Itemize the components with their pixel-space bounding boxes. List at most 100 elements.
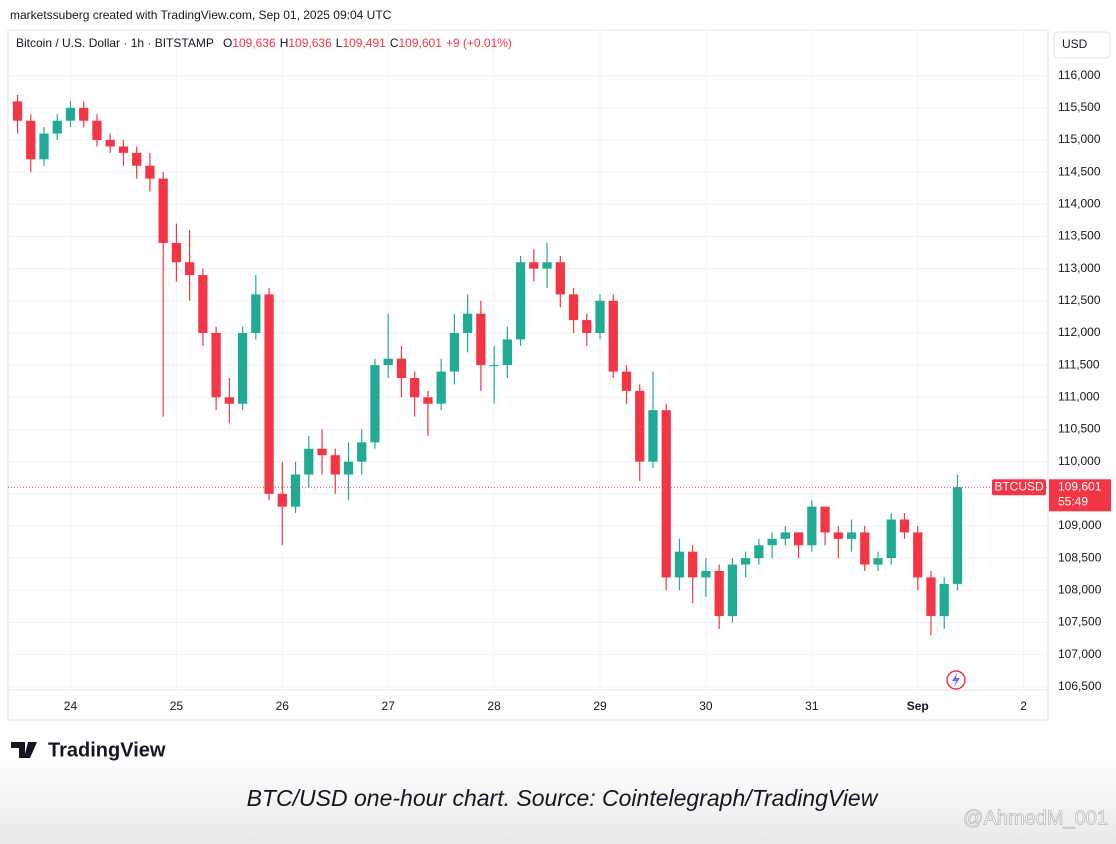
axis-labels: 106,500 107,000 107,500 108,000 108,500 109,0…	[64, 68, 1111, 713]
candle-body	[330, 455, 340, 475]
replay-icon[interactable]	[946, 670, 966, 690]
candle-body	[198, 275, 208, 333]
candle-body	[635, 390, 645, 462]
caption: BTC/USD one-hour chart. Source: Cointele…	[247, 785, 879, 811]
candle-body	[873, 558, 883, 565]
candle-body	[741, 558, 751, 565]
candle-body	[79, 107, 89, 121]
brand-name: TradingView	[48, 739, 166, 761]
candle-body	[343, 461, 354, 475]
symbol-tag	[992, 479, 1046, 496]
currency-button[interactable]	[1053, 31, 1111, 59]
y-tick-label: 110,500	[1058, 422, 1101, 436]
candle-body	[211, 332, 221, 398]
candle-body	[754, 545, 764, 559]
candle-body	[860, 532, 870, 565]
candle-body	[237, 332, 248, 404]
y-tick-label: 114,000	[1058, 196, 1101, 210]
candle-body	[370, 365, 380, 443]
currency-label[interactable]: USD	[1062, 37, 1088, 51]
candle-body	[92, 120, 102, 140]
candle-body	[317, 448, 327, 456]
attribution: marketssuberg created with TradingView.c…	[10, 8, 392, 22]
candle-body	[251, 294, 261, 333]
x-tick-label: 28	[487, 699, 501, 713]
candle-body	[846, 532, 857, 539]
x-tick-label: 25	[170, 699, 184, 713]
candle-body	[913, 532, 923, 578]
candle-body	[727, 564, 738, 617]
candle-body	[436, 371, 446, 404]
icon-ring[interactable]	[946, 670, 966, 690]
candle-body	[952, 487, 963, 584]
candle-body	[515, 262, 526, 340]
y-tick-label: 111,000	[1058, 389, 1100, 403]
candle-body	[264, 294, 274, 494]
candle-body	[502, 339, 512, 366]
y-tick-label: 113,500	[1058, 229, 1101, 243]
candle-body	[714, 570, 724, 617]
candle-body	[489, 365, 499, 367]
price-tag-value: 109,601	[1058, 479, 1102, 493]
ohlc-label: C	[390, 36, 399, 50]
y-tick-label: 111,500	[1058, 357, 1100, 371]
y-tick-label: 115,500	[1058, 100, 1101, 114]
y-tick-label: 110,000	[1058, 454, 1101, 468]
candle-body	[568, 294, 579, 321]
symbol-tag-text: BTCUSD	[994, 479, 1044, 493]
x-tick-label: 29	[593, 699, 607, 713]
candle-body	[648, 410, 658, 462]
candle-body	[224, 397, 234, 404]
change: +9 (+0.01%)	[446, 36, 512, 50]
candle-body	[304, 448, 314, 475]
candle-body	[899, 519, 910, 533]
y-tick-label: 108,500	[1058, 550, 1102, 564]
ohlc-value: 109,601	[399, 36, 443, 50]
ohlc-label: O	[223, 36, 232, 50]
y-tick-label: 112,000	[1058, 325, 1101, 339]
x-tick-label: 24	[64, 699, 78, 713]
ohlc-label: H	[280, 36, 289, 50]
candle-body	[608, 300, 618, 372]
y-tick-label: 114,500	[1058, 164, 1101, 178]
candle-body	[105, 140, 115, 147]
candle-body	[449, 332, 460, 372]
y-tick-label: 115,000	[1058, 132, 1101, 146]
candle-body	[184, 262, 195, 276]
caption-background	[0, 760, 1116, 844]
candle-body	[410, 378, 420, 398]
candle-body	[661, 410, 671, 578]
y-tick-label: 109,000	[1058, 518, 1102, 532]
grid	[8, 30, 1048, 690]
price-tag	[1049, 479, 1111, 512]
y-tick-label: 106,500	[1058, 679, 1102, 693]
candle-body	[463, 313, 473, 333]
candle-body	[171, 242, 182, 263]
y-tick-label: 113,000	[1058, 261, 1101, 275]
candle-body	[886, 519, 896, 559]
x-tick-label: 27	[382, 699, 396, 713]
candle-body	[939, 583, 949, 617]
chart-legend: Bitcoin / U.S. Dollar · 1h · BITSTAMP O1…	[16, 36, 512, 50]
y-tick-label: 112,500	[1058, 293, 1101, 307]
candle-body	[290, 474, 301, 507]
ohlc-value: 109,636	[232, 36, 276, 50]
candle-body	[767, 538, 777, 546]
price-tag-countdown: 55:49	[1058, 494, 1088, 508]
candle-body	[118, 146, 129, 153]
icon-bolt[interactable]	[952, 673, 960, 687]
y-tick-label: 116,000	[1058, 68, 1101, 82]
y-tick-label: 108,000	[1058, 582, 1102, 596]
candle-body	[542, 262, 552, 269]
plot-frame	[7, 29, 1049, 721]
candle-body	[423, 397, 433, 404]
candle-body	[582, 320, 592, 333]
candle-body	[158, 178, 168, 243]
y-tick-label: 107,500	[1058, 615, 1102, 629]
candle-body	[476, 313, 486, 366]
candle-body	[529, 262, 539, 269]
candle-body	[701, 570, 711, 578]
candle-body	[39, 133, 49, 160]
